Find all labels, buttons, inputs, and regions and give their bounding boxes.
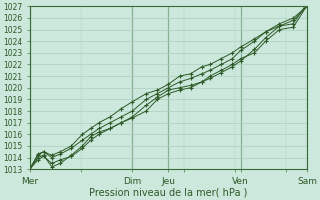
X-axis label: Pression niveau de la mer( hPa ): Pression niveau de la mer( hPa ) — [89, 187, 248, 197]
